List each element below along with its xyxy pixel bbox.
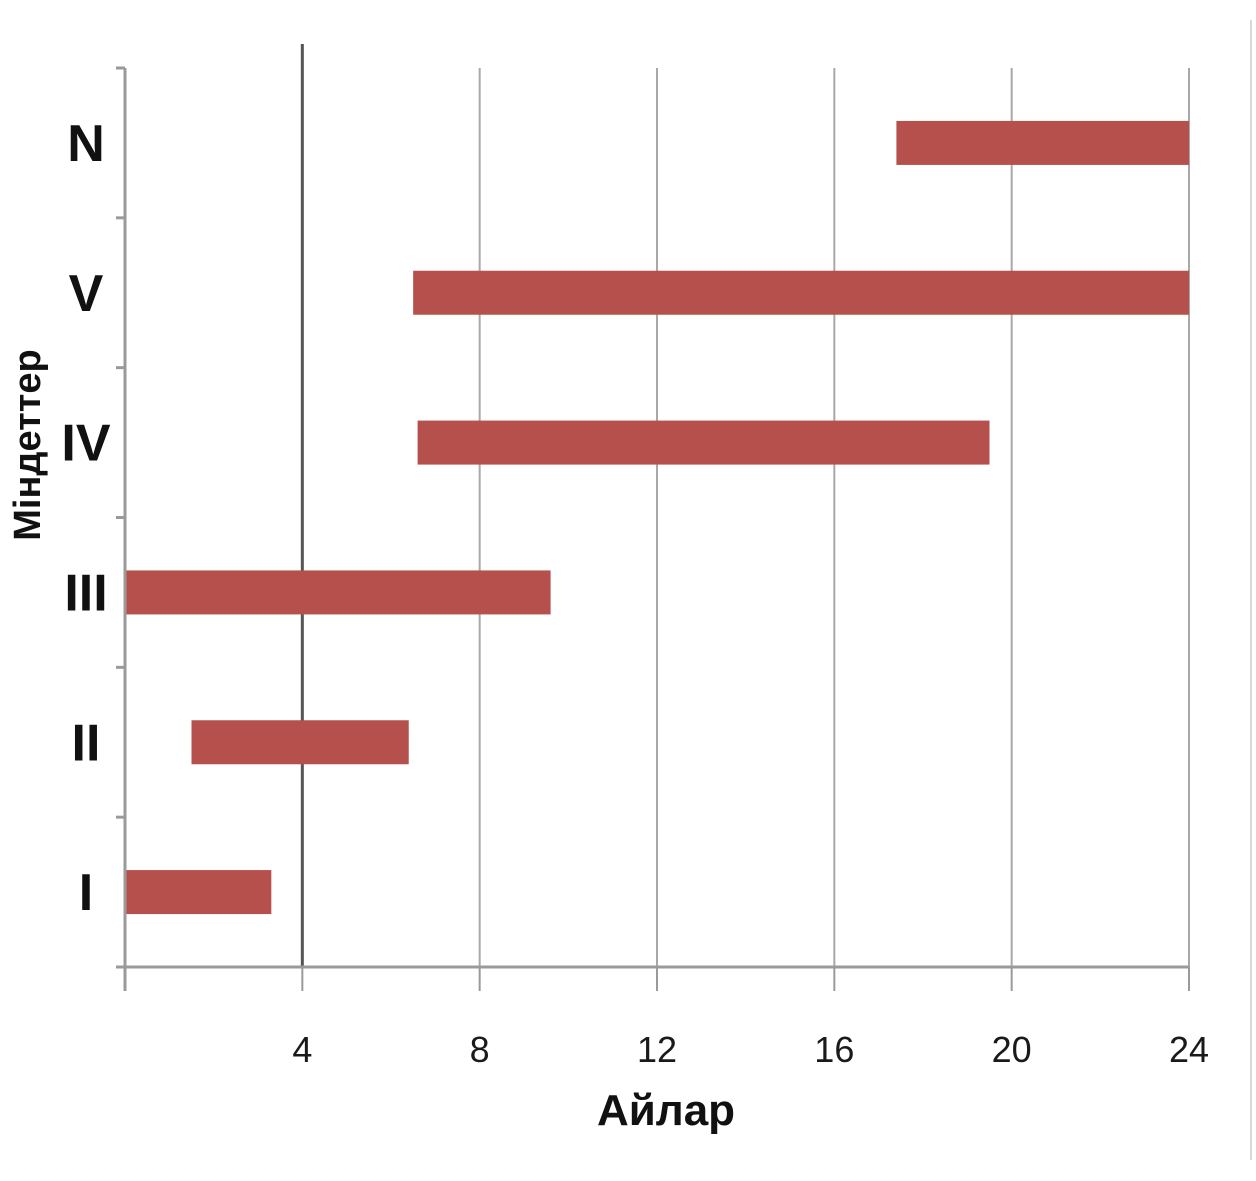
bar-III: [125, 570, 551, 615]
x-tick-label-8: 8: [470, 1029, 490, 1070]
bar-N: [896, 120, 1189, 165]
x-axis-title: Айлар: [597, 1086, 735, 1135]
x-tick-label-4: 4: [292, 1029, 312, 1070]
category-label-N: N: [67, 115, 105, 173]
x-tick-label-16: 16: [814, 1029, 854, 1070]
bar-II: [191, 720, 409, 765]
y-axis-title: Міндеттер: [7, 349, 49, 540]
x-tick-label-12: 12: [637, 1029, 677, 1070]
bar-V: [413, 270, 1190, 315]
axis-layer: [116, 66, 1190, 991]
category-label-III: III: [64, 564, 107, 622]
category-label-IV: IV: [61, 415, 110, 473]
category-label-V: V: [69, 265, 104, 323]
right-edge-line: [1250, 20, 1252, 1160]
bar-IV: [417, 420, 990, 465]
bar-layer: [125, 120, 1190, 915]
grid-layer: [300, 44, 1190, 967]
category-label-II: II: [72, 714, 101, 772]
category-label-I: I: [79, 864, 93, 922]
x-tick-label-24: 24: [1169, 1029, 1209, 1070]
x-tick-label-20: 20: [992, 1029, 1032, 1070]
bar-I: [125, 870, 272, 915]
